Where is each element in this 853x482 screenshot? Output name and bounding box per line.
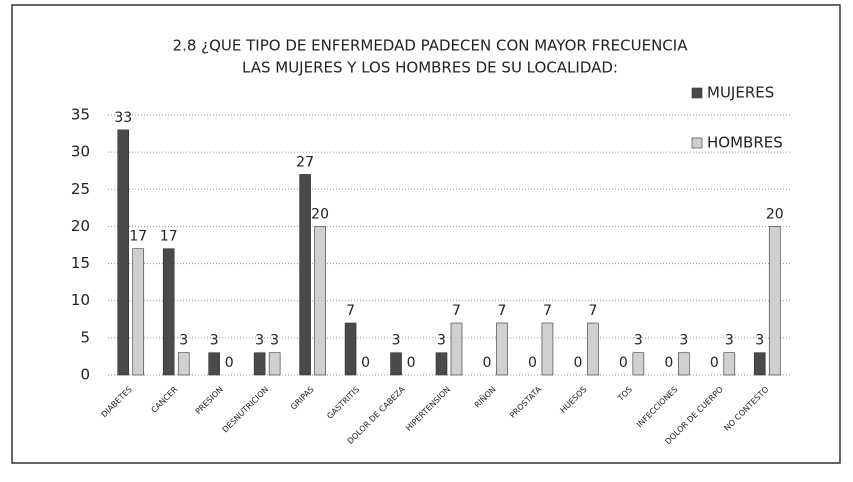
bar [268,352,281,376]
y-tick-label: 15 [71,254,90,272]
bar [132,248,145,376]
y-tick-label: 30 [71,143,90,161]
bar [390,352,402,376]
value-label: 33 [114,110,132,126]
bar [177,352,190,376]
value-label: 3 [679,333,688,349]
legend-label: MUJERES [707,84,774,102]
value-label: 0 [573,355,582,371]
legend-swatch [691,137,703,149]
y-tick-label: 25 [71,180,90,198]
y-tick-label: 5 [80,328,90,346]
value-label: 7 [346,303,355,319]
legend-swatch [691,87,703,99]
bar [253,352,266,376]
value-label: 3 [634,333,643,349]
value-label: 0 [528,355,537,371]
bar [753,352,766,376]
value-label: 3 [437,333,446,349]
value-label: 0 [710,355,719,371]
bar [587,322,599,376]
bar [768,226,781,376]
bar [344,322,357,376]
value-label: 0 [225,355,234,371]
bar [208,352,220,376]
bar [435,352,448,376]
value-label: 20 [311,206,329,222]
bar [162,248,175,376]
value-label: 0 [619,355,628,371]
value-label: 3 [392,333,401,349]
value-label: 17 [129,229,147,245]
bar [541,322,554,376]
value-label: 3 [255,333,264,349]
bar [450,322,463,376]
value-label: 7 [543,303,552,319]
bar [117,129,130,376]
bar [299,174,311,376]
value-label: 0 [664,355,673,371]
y-tick-label: 35 [71,106,90,124]
y-tick-label: 20 [71,217,90,235]
legend-label: HOMBRES [707,134,783,152]
value-label: 17 [160,229,178,245]
value-label: 7 [588,303,597,319]
value-label: 3 [725,333,734,349]
bar [496,322,508,376]
value-label: 3 [270,333,279,349]
value-label: 3 [210,333,219,349]
value-label: 3 [179,333,188,349]
value-label: 7 [452,303,461,319]
bar [723,352,736,376]
chart-title: LAS MUJERES Y LOS HOMBRES DE SU LOCALIDA… [242,59,618,77]
chart-frame [11,4,841,464]
bar [632,352,645,376]
value-label: 7 [498,303,507,319]
bar [314,226,326,376]
value-label: 3 [755,333,764,349]
y-tick-label: 10 [71,291,90,309]
bar [678,352,690,376]
value-label: 0 [361,355,370,371]
y-tick-label: 0 [80,366,90,384]
value-label: 0 [483,355,492,371]
chart-title: 2.8 ¿QUE TIPO DE ENFERMEDAD PADECEN CON … [173,37,689,55]
value-label: 20 [766,206,784,222]
value-label: 27 [296,154,314,170]
value-label: 0 [407,355,416,371]
